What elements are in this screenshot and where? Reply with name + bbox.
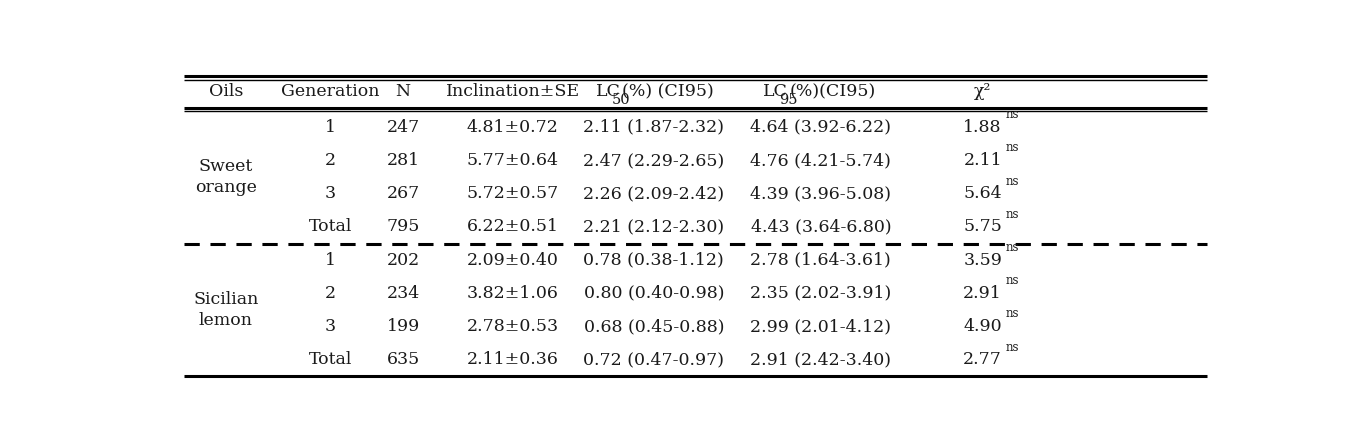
Text: ns: ns bbox=[1006, 241, 1020, 254]
Text: LC: LC bbox=[764, 83, 788, 100]
Text: 234: 234 bbox=[387, 285, 420, 302]
Text: Inclination±SE: Inclination±SE bbox=[446, 83, 581, 100]
Text: 2.91: 2.91 bbox=[963, 285, 1002, 302]
Text: 95: 95 bbox=[779, 93, 797, 107]
Text: 2.26 (2.09-2.42): 2.26 (2.09-2.42) bbox=[583, 185, 725, 202]
Text: 0.80 (0.40-0.98): 0.80 (0.40-0.98) bbox=[583, 285, 725, 302]
Text: ns: ns bbox=[1006, 307, 1020, 321]
Text: 2.47 (2.29-2.65): 2.47 (2.29-2.65) bbox=[583, 152, 725, 169]
Text: Total: Total bbox=[308, 219, 352, 235]
Text: (%) (CI95): (%) (CI95) bbox=[622, 83, 714, 100]
Text: 0.68 (0.45-0.88): 0.68 (0.45-0.88) bbox=[583, 318, 725, 335]
Text: (%)(CI95): (%)(CI95) bbox=[789, 83, 876, 100]
Text: χ²: χ² bbox=[974, 83, 991, 100]
Text: 2.09±0.40: 2.09±0.40 bbox=[467, 251, 559, 268]
Text: 2.21 (2.12-2.30): 2.21 (2.12-2.30) bbox=[583, 219, 725, 235]
Text: 2.78 (1.64-3.61): 2.78 (1.64-3.61) bbox=[750, 251, 892, 268]
Text: 281: 281 bbox=[387, 152, 420, 169]
Text: ns: ns bbox=[1006, 208, 1020, 221]
Text: 2.99 (2.01-4.12): 2.99 (2.01-4.12) bbox=[750, 318, 892, 335]
Text: 4.76 (4.21-5.74): 4.76 (4.21-5.74) bbox=[750, 152, 892, 169]
Text: Total: Total bbox=[308, 351, 352, 368]
Text: 2.91 (2.42-3.40): 2.91 (2.42-3.40) bbox=[750, 351, 892, 368]
Text: 4.90: 4.90 bbox=[963, 318, 1002, 335]
Text: 1.88: 1.88 bbox=[963, 119, 1002, 136]
Text: ns: ns bbox=[1006, 108, 1020, 121]
Text: 5.77±0.64: 5.77±0.64 bbox=[467, 152, 559, 169]
Text: 202: 202 bbox=[387, 251, 420, 268]
Text: 4.43 (3.64-6.80): 4.43 (3.64-6.80) bbox=[750, 219, 892, 235]
Text: 2.35 (2.02-3.91): 2.35 (2.02-3.91) bbox=[750, 285, 892, 302]
Text: ns: ns bbox=[1006, 341, 1020, 353]
Text: 4.39 (3.96-5.08): 4.39 (3.96-5.08) bbox=[750, 185, 892, 202]
Text: 3: 3 bbox=[325, 185, 335, 202]
Text: 2: 2 bbox=[325, 285, 335, 302]
Text: 2.11: 2.11 bbox=[963, 152, 1002, 169]
Text: N: N bbox=[396, 83, 411, 100]
Text: 3.59: 3.59 bbox=[963, 251, 1002, 268]
Text: LC: LC bbox=[597, 83, 621, 100]
Text: 5.75: 5.75 bbox=[963, 219, 1002, 235]
Text: 3: 3 bbox=[325, 318, 335, 335]
Text: 635: 635 bbox=[387, 351, 420, 368]
Text: 0.72 (0.47-0.97): 0.72 (0.47-0.97) bbox=[583, 351, 725, 368]
Text: Sweet
orange: Sweet orange bbox=[195, 158, 257, 196]
Text: 2.11±0.36: 2.11±0.36 bbox=[467, 351, 559, 368]
Text: ns: ns bbox=[1006, 141, 1020, 154]
Text: Sicilian
lemon: Sicilian lemon bbox=[193, 291, 259, 329]
Text: 1: 1 bbox=[325, 251, 335, 268]
Text: 2: 2 bbox=[325, 152, 335, 169]
Text: 50: 50 bbox=[612, 93, 630, 107]
Text: 5.64: 5.64 bbox=[963, 185, 1002, 202]
Text: 5.72±0.57: 5.72±0.57 bbox=[467, 185, 559, 202]
Text: ns: ns bbox=[1006, 274, 1020, 287]
Text: 0.78 (0.38-1.12): 0.78 (0.38-1.12) bbox=[583, 251, 725, 268]
Text: 267: 267 bbox=[387, 185, 420, 202]
Text: 6.22±0.51: 6.22±0.51 bbox=[467, 219, 559, 235]
Text: 3.82±1.06: 3.82±1.06 bbox=[467, 285, 559, 302]
Text: 2.11 (1.87-2.32): 2.11 (1.87-2.32) bbox=[583, 119, 725, 136]
Text: 2.77: 2.77 bbox=[963, 351, 1002, 368]
Text: 2.78±0.53: 2.78±0.53 bbox=[467, 318, 559, 335]
Text: 795: 795 bbox=[387, 219, 420, 235]
Text: 4.81±0.72: 4.81±0.72 bbox=[467, 119, 559, 136]
Text: Generation: Generation bbox=[282, 83, 380, 100]
Text: 199: 199 bbox=[387, 318, 420, 335]
Text: 247: 247 bbox=[387, 119, 420, 136]
Text: Oils: Oils bbox=[209, 83, 242, 100]
Text: 1: 1 bbox=[325, 119, 335, 136]
Text: ns: ns bbox=[1006, 175, 1020, 187]
Text: 4.64 (3.92-6.22): 4.64 (3.92-6.22) bbox=[750, 119, 892, 136]
